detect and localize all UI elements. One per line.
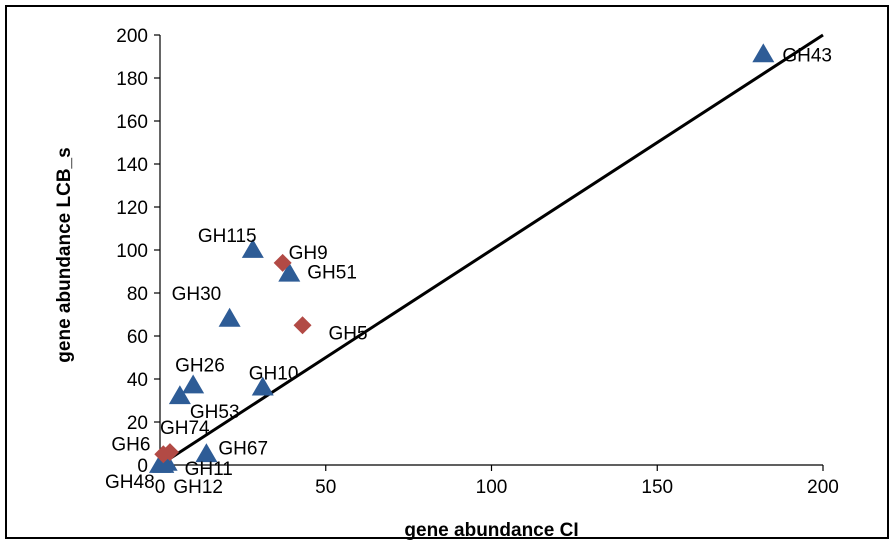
diamond-marker [273, 253, 292, 272]
y-tick-label: 60 [127, 327, 148, 348]
y-tick-label: 180 [116, 69, 148, 90]
tick-labels: 0 20 40 60 80 100 120 140 160 180 200 0 50 100 150 200 [116, 26, 839, 498]
point-label: GH9 [289, 243, 328, 264]
diamond-marker [293, 316, 312, 335]
point-label: GH115 [198, 226, 257, 247]
point-label: GH48 [105, 472, 155, 493]
point-label: GH5 [329, 323, 368, 344]
point-label: GH30 [172, 284, 222, 305]
point-label: GH53 [190, 402, 240, 423]
point-label: GH51 [307, 263, 357, 284]
point-label: GH6 [111, 434, 150, 455]
y-tick-label: 80 [127, 284, 148, 305]
diamond-marker [154, 445, 173, 464]
triangle-marker [752, 43, 775, 63]
y-tick-label: 120 [116, 198, 148, 219]
triangle-marker [278, 262, 301, 282]
x-axis-label: gene abundance CI [404, 520, 578, 541]
triangle-marker [195, 443, 218, 463]
x-tick-label: 200 [807, 477, 839, 498]
triangle-marker [218, 307, 241, 327]
reference-line [159, 33, 824, 467]
point-label: GH11 [185, 459, 233, 480]
point-label: GH12 [173, 477, 223, 498]
y-tick-label: 100 [116, 241, 148, 262]
data-points [149, 43, 775, 473]
point-label: GH26 [175, 355, 225, 376]
triangle-marker [182, 374, 205, 394]
chart-frame [5, 5, 889, 539]
y-tick-label: 0 [137, 456, 148, 477]
triangle-marker [251, 376, 274, 396]
point-label: GH43 [782, 45, 832, 66]
y-tick-label: 40 [127, 370, 148, 391]
y-tick-label: 200 [116, 26, 148, 47]
y-tick-label: 140 [116, 155, 148, 176]
x-tick-label: 150 [641, 477, 673, 498]
triangle-marker [152, 454, 175, 473]
y-tick-label: 160 [116, 112, 148, 133]
x-tick-label: 50 [315, 477, 336, 498]
triangle-marker [168, 385, 191, 405]
x-tick-label: 0 [155, 477, 166, 498]
triangle-marker [241, 239, 264, 258]
x-tick-label: 100 [476, 477, 508, 498]
point-label: GH10 [249, 364, 299, 385]
point-label: GH67 [218, 438, 268, 459]
y-tick-label: 20 [127, 413, 148, 434]
point-label: GH74 [160, 418, 210, 439]
y-axis-label: gene abundance LCB_s [54, 147, 75, 362]
